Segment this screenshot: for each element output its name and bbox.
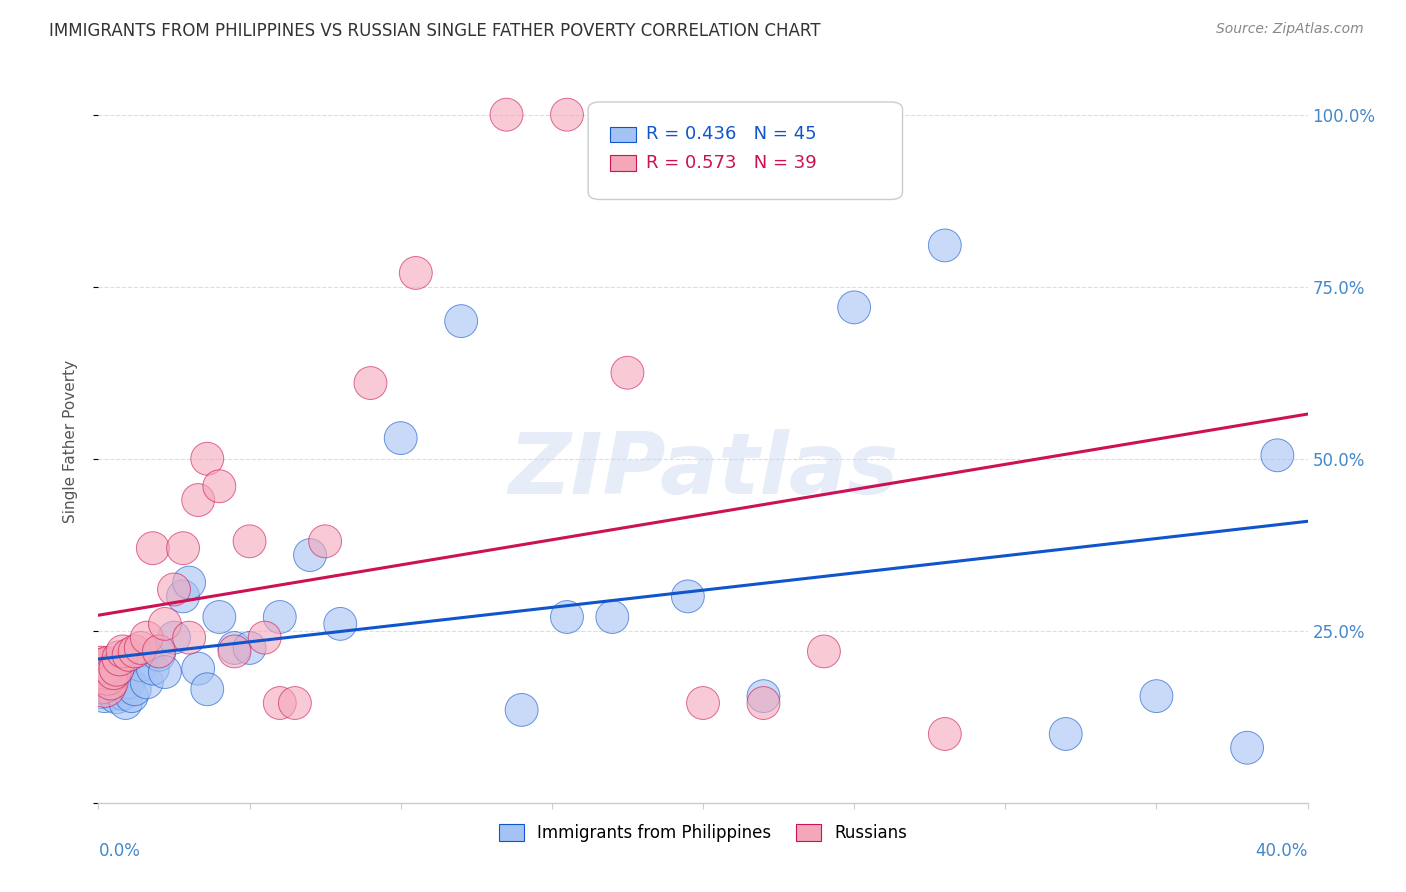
Point (602, 610, 624, 624)
Point (253, 631, 276, 645)
Point (103, 665, 125, 679)
Point (495, 108, 517, 122)
Point (108, 679, 131, 693)
Point (93, 662, 115, 676)
Point (172, 590, 194, 604)
Point (148, 648, 170, 662)
Point (121, 689, 143, 703)
Point (195, 682, 218, 697)
Point (752, 689, 775, 703)
Point (813, 644, 835, 658)
Y-axis label: Single Father Poverty: Single Father Poverty (63, 360, 77, 523)
Point (118, 675, 141, 690)
Point (93, 665, 115, 679)
Point (179, 575, 201, 590)
Point (239, 534, 262, 549)
Point (90, 668, 112, 682)
Point (450, 314, 472, 328)
Point (96, 675, 118, 690)
Point (90, 662, 112, 676)
Point (129, 640, 152, 655)
Point (314, 534, 336, 549)
Point (148, 644, 170, 658)
Point (389, 431, 412, 445)
Text: IMMIGRANTS FROM PHILIPPINES VS RUSSIAN SINGLE FATHER POVERTY CORRELATION CHART: IMMIGRANTS FROM PHILIPPINES VS RUSSIAN S… (49, 22, 821, 40)
Point (616, 366, 638, 380)
Point (142, 662, 165, 676)
Point (1054, 727, 1077, 741)
Point (153, 665, 176, 679)
Point (405, 266, 427, 280)
Point (129, 658, 152, 673)
Point (93, 679, 115, 693)
FancyBboxPatch shape (588, 102, 903, 200)
Text: 40.0%: 40.0% (1256, 842, 1308, 860)
Point (111, 686, 134, 700)
Point (1144, 689, 1167, 703)
Point (187, 662, 209, 676)
Point (555, 108, 578, 122)
Point (96, 662, 118, 676)
Point (692, 696, 714, 710)
Point (269, 610, 291, 624)
Point (100, 679, 122, 693)
Point (224, 640, 246, 655)
Text: R = 0.573   N = 39: R = 0.573 N = 39 (647, 154, 817, 172)
Point (90, 675, 112, 690)
Point (934, 238, 956, 252)
Legend: Immigrants from Philippines, Russians: Immigrants from Philippines, Russians (492, 817, 914, 848)
Point (269, 696, 291, 710)
Text: 0.0%: 0.0% (98, 842, 141, 860)
Point (96, 658, 118, 673)
Point (124, 644, 146, 658)
Point (105, 662, 128, 676)
Point (172, 541, 194, 556)
Point (124, 682, 146, 697)
Point (1267, 448, 1289, 462)
Point (187, 493, 209, 508)
Point (105, 689, 128, 703)
Point (555, 610, 578, 624)
Point (299, 548, 322, 562)
Point (676, 590, 699, 604)
Point (153, 616, 176, 631)
Text: ZIPatlas: ZIPatlas (508, 429, 898, 512)
Point (208, 610, 231, 624)
Point (100, 668, 122, 682)
Point (752, 696, 775, 710)
Point (103, 675, 125, 690)
Point (142, 541, 165, 556)
Point (195, 451, 218, 466)
Point (284, 696, 307, 710)
FancyBboxPatch shape (610, 155, 637, 171)
Point (329, 616, 352, 631)
Point (111, 644, 134, 658)
Point (224, 644, 246, 658)
Point (1236, 740, 1258, 755)
Text: R = 0.436   N = 45: R = 0.436 N = 45 (647, 126, 817, 144)
Point (90, 672, 112, 686)
Point (179, 631, 201, 645)
Point (360, 376, 382, 390)
Point (100, 675, 122, 690)
Point (239, 640, 262, 655)
Point (934, 727, 956, 741)
Point (135, 631, 157, 645)
Point (844, 301, 866, 315)
Point (208, 479, 231, 493)
Point (163, 582, 186, 597)
Point (96, 668, 118, 682)
Point (163, 631, 186, 645)
Point (135, 675, 157, 690)
Point (114, 696, 136, 710)
Point (93, 682, 115, 697)
Point (510, 703, 533, 717)
Text: Source: ZipAtlas.com: Source: ZipAtlas.com (1216, 22, 1364, 37)
FancyBboxPatch shape (610, 127, 637, 143)
Point (118, 648, 141, 662)
Point (108, 651, 131, 665)
